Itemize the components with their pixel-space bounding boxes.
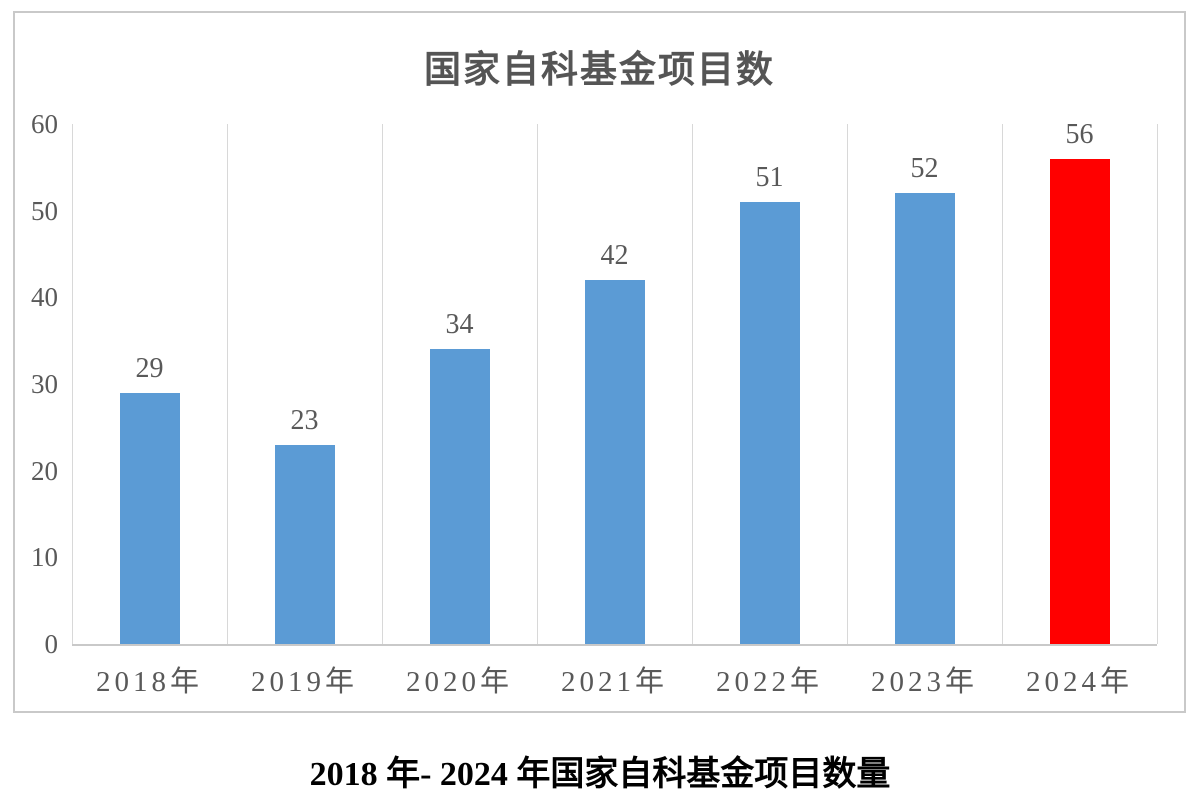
x-tick-label: 2019年: [250, 666, 358, 698]
y-tick-label: 60: [31, 109, 58, 139]
x-tick-label: 2024年: [1025, 666, 1133, 698]
vertical-gridline: [1002, 124, 1003, 644]
bar-2019年: [275, 445, 335, 644]
vertical-gridline: [227, 124, 228, 644]
bar-2018年: [120, 393, 180, 644]
plot-area: 29 23 34 42 51 52 56: [72, 119, 1158, 646]
chart-title: 国家自科基金项目数: [424, 48, 775, 91]
bar-value-label: 29: [135, 353, 164, 384]
figure-caption: 2018 年- 2024 年国家自科基金项目数量: [309, 756, 891, 793]
bar-2024年: [1050, 159, 1110, 644]
vertical-gridline: [1157, 124, 1158, 644]
vertical-gridline: [692, 124, 693, 644]
y-tick-label: 20: [31, 456, 58, 486]
bar-2023年: [895, 193, 955, 644]
y-tick-label: 50: [31, 196, 58, 226]
bar-value-label: 34: [445, 309, 474, 340]
x-tick-label: 2018年: [95, 666, 203, 698]
vertical-gridline: [847, 124, 848, 644]
chart-frame: 国家自科基金项目数 29 23 34 42 51 52 56 0 10 20 30 40 50 60 2…: [13, 11, 1186, 713]
x-tick-label: 2021年: [560, 666, 668, 698]
x-tick-label: 2022年: [715, 666, 823, 698]
vertical-gridline: [72, 124, 73, 644]
vertical-gridline: [537, 124, 538, 644]
bar-2022年: [740, 202, 800, 644]
bar-value-label: 51: [755, 162, 784, 193]
x-tick-label: 2023年: [870, 666, 978, 698]
y-tick-label: 0: [44, 629, 59, 659]
bar-value-label: 23: [290, 405, 319, 436]
y-tick-label: 40: [31, 282, 58, 312]
bar-value-label: 42: [600, 240, 629, 271]
bar-value-label: 52: [910, 153, 939, 184]
bar-value-label: 56: [1065, 119, 1094, 150]
y-tick-label: 10: [31, 542, 58, 572]
bar-2020年: [430, 349, 490, 644]
x-tick-label: 2020年: [405, 666, 513, 698]
y-tick-label: 30: [31, 369, 58, 399]
vertical-gridline: [382, 124, 383, 644]
bar-2021年: [585, 280, 645, 644]
